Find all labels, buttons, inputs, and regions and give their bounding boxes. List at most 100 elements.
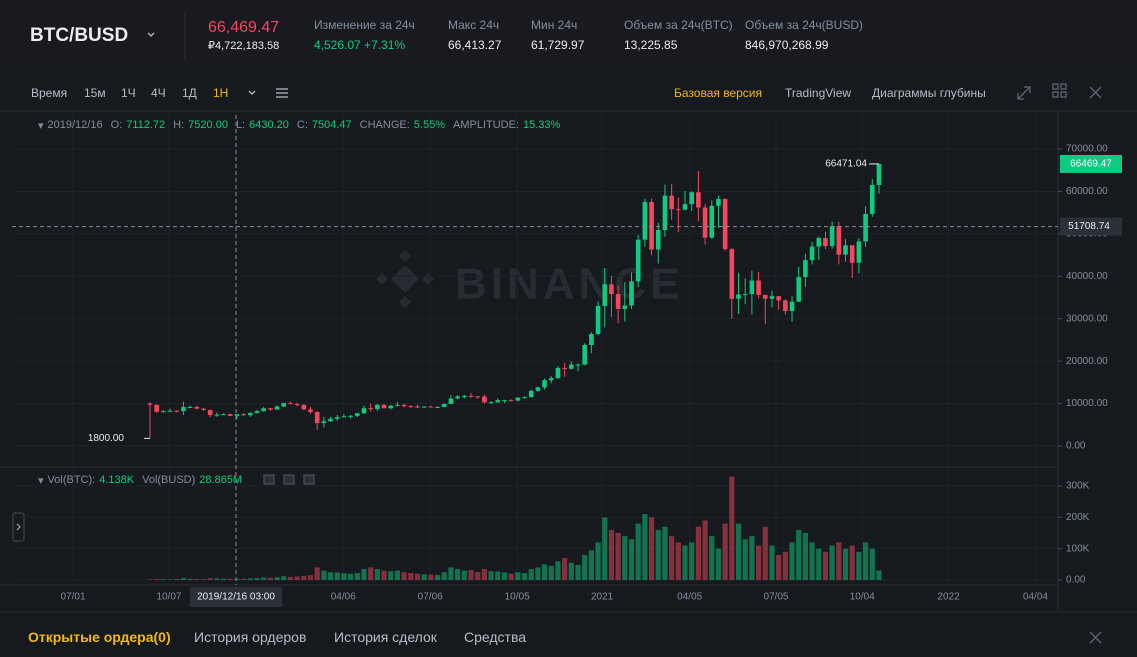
- vol-value: 28.865M: [199, 474, 243, 486]
- volume-bar: [715, 548, 722, 580]
- candle-body: [736, 294, 741, 299]
- view-tab[interactable]: TradingView: [785, 86, 852, 100]
- stat-value: 13,225.85: [624, 38, 678, 52]
- volume-bar: [702, 520, 708, 580]
- candle-body: [769, 296, 775, 299]
- candle-body: [843, 245, 848, 255]
- candle-body: [849, 245, 855, 263]
- candle-body: [254, 411, 260, 414]
- tab[interactable]: История сделок: [334, 629, 437, 645]
- icon: [16, 523, 21, 531]
- candle-body: [709, 205, 715, 238]
- volume-bar: [468, 569, 474, 580]
- volume-bar: [675, 542, 681, 580]
- ohlc-info: ▾ 2019/12/16 O: 7112.72 H: 7520.00 L: 6430.20 C:…: [38, 119, 564, 132]
- volume-bar: [227, 578, 233, 580]
- volume-bar: [354, 573, 360, 580]
- volume-bar: [562, 558, 568, 580]
- volume-bar: [548, 565, 554, 580]
- candle-body: [448, 398, 454, 404]
- volume-bar: [555, 561, 561, 580]
- candle-body: [288, 403, 293, 405]
- y-tick-label: 0.00: [1066, 441, 1086, 452]
- interval[interactable]: 1Н: [213, 86, 229, 100]
- caret: ▾: [38, 120, 44, 132]
- candle-body: [381, 404, 387, 409]
- info-value: 7520.00: [188, 119, 228, 131]
- candle-body: [375, 404, 380, 410]
- volume-bar: [521, 573, 528, 580]
- candle-body: [221, 414, 226, 416]
- x-tick-label: 04/06: [331, 592, 356, 603]
- caret: ▾: [38, 475, 44, 487]
- candle-body: [408, 406, 414, 408]
- stat-label: Изменение за 24ч: [314, 18, 415, 32]
- interval[interactable]: 15м: [84, 86, 106, 100]
- candle-body: [415, 406, 420, 408]
- fiat-price: ₽4,722,183.58: [208, 40, 280, 52]
- volume-bar: [428, 574, 434, 580]
- candle-body: [716, 199, 721, 206]
- info-label: C:: [296, 119, 308, 131]
- volume-bar: [755, 545, 762, 580]
- volume-bar: [327, 572, 334, 580]
- candle-body: [528, 390, 534, 398]
- volume-bar: [849, 545, 855, 580]
- candle-body: [247, 413, 253, 416]
- volume-bar: [615, 532, 621, 580]
- volume-bar: [856, 551, 862, 580]
- candle-body: [348, 415, 353, 417]
- volume-bar: [628, 539, 635, 580]
- volume-bar: [374, 569, 380, 580]
- candle-body: [308, 409, 313, 413]
- info-label: AMPLITUDE:: [452, 119, 519, 131]
- stat-label: Мин 24ч: [531, 18, 578, 32]
- volume-bar: [321, 570, 327, 580]
- candle-body: [241, 414, 246, 416]
- candle-body: [502, 400, 507, 402]
- x-tick-label: 10/07: [156, 592, 181, 603]
- view-tab[interactable]: Базовая версия: [674, 86, 762, 100]
- volume-bar: [876, 570, 882, 580]
- candle-body: [475, 396, 480, 398]
- volume-bar: [475, 572, 481, 580]
- candle-body: [268, 408, 273, 410]
- volume-bar: [434, 574, 441, 580]
- interval[interactable]: Время: [31, 86, 68, 100]
- volume-bar: [421, 574, 427, 580]
- stat-value: 66,413.27: [448, 38, 502, 52]
- interval[interactable]: 4Ч: [151, 86, 166, 100]
- tab[interactable]: История ордеров: [194, 629, 307, 645]
- symbol[interactable]: BTC/BUSD: [30, 25, 129, 46]
- tab[interactable]: Средства: [464, 629, 527, 645]
- volume-bar: [869, 548, 875, 580]
- candle-body: [522, 397, 527, 399]
- candle-body: [783, 300, 788, 312]
- interval[interactable]: 1Д: [182, 86, 197, 100]
- view-tab[interactable]: Диаграммы глубины: [872, 86, 986, 100]
- volume-bar: [776, 554, 782, 580]
- candle-body: [482, 396, 487, 403]
- candle-body: [147, 403, 153, 405]
- volume-bar: [662, 526, 668, 580]
- tab[interactable]: Открытые ордера(0): [28, 629, 171, 645]
- candle-body: [589, 333, 594, 345]
- volume-info: ▾ Vol(BTC): 4.138K Vol(BUSD) 28.865M: [38, 474, 246, 487]
- volume-bar: [381, 570, 387, 580]
- candle-body: [401, 404, 407, 407]
- candle-body: [334, 417, 340, 419]
- candle-body: [629, 281, 634, 306]
- expand-button[interactable]: [12, 512, 25, 542]
- candle-body: [368, 408, 373, 410]
- x-tick-label: 07/01: [61, 592, 86, 603]
- candle-body: [468, 395, 474, 397]
- stat-label: Макс 24ч: [448, 18, 500, 32]
- volume-bar: [595, 542, 601, 580]
- candle-body: [863, 213, 868, 242]
- interval[interactable]: 1Ч: [121, 86, 136, 100]
- candle-body: [201, 408, 206, 410]
- info-value: 15.33%: [523, 119, 561, 131]
- x-tick-label: 10/05: [505, 592, 530, 603]
- volume-bar: [575, 564, 581, 580]
- candle-body: [676, 209, 681, 211]
